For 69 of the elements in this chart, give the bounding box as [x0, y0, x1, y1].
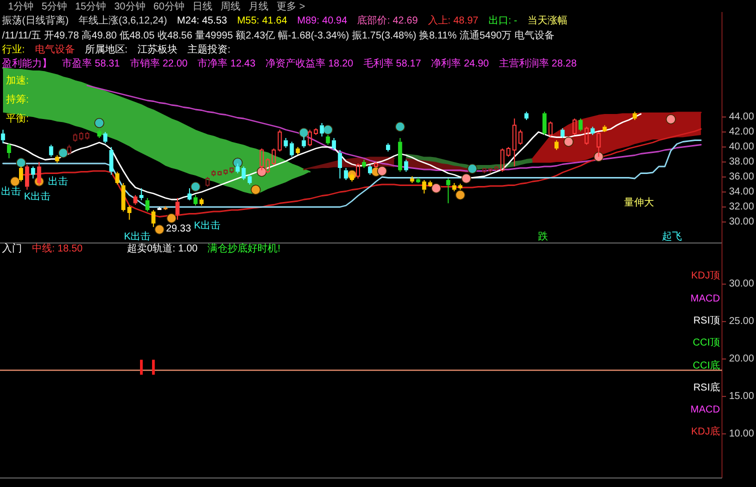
annotation: 毛利率 58.17: [363, 58, 422, 70]
annotation: 出击: [1, 186, 21, 198]
annotation: 15分钟: [75, 2, 106, 12]
annotation: MACD: [690, 294, 720, 304]
annotation: 入上: 48.97: [428, 16, 478, 26]
y-tick-label: 32.00: [729, 202, 754, 212]
y-tick-label: 25.00: [729, 316, 754, 328]
annotation: 5分钟: [42, 2, 68, 12]
annotation: 跌: [538, 232, 548, 242]
annotation: /11/11/五 开49.78 高49.80 低48.05 收48.56 量49995 额2.43亿 幅-1.68(-3.34%) 振1.75(3.48%) 换8.11% 流通5490万 电气设备: [2, 30, 554, 42]
annotation: 出击: [48, 176, 68, 188]
y-tick-label: 40.00: [729, 142, 754, 152]
annotation: KDJ底: [691, 426, 720, 438]
annotation: 出口: -: [488, 16, 518, 26]
annotation: 市销率 22.00: [130, 58, 188, 70]
annotation: 底部价: 42.69: [357, 16, 418, 26]
annotation: K出击: [124, 232, 151, 242]
annotation: M24: 45.53: [177, 16, 228, 26]
y-tick-label: 44.00: [729, 112, 754, 122]
annotation: 当天涨幅: [527, 16, 568, 26]
annotation: 行业:: [2, 44, 25, 56]
annotation: 市盈率 58.31: [62, 58, 120, 70]
annotation: 量伸大: [624, 198, 654, 208]
annotation: 所属地区:: [84, 44, 128, 56]
annotation: 中线: 18.50: [32, 244, 83, 254]
annotation: 起飞: [662, 232, 682, 242]
annotation: 1分钟: [8, 2, 34, 12]
y-tick-label: 20.00: [729, 354, 754, 364]
annotation: 电气设备: [34, 44, 75, 56]
annotation: K出击: [24, 192, 51, 202]
annotation: 盈利能力】: [2, 58, 52, 70]
annotation: 净利率 24.90: [431, 58, 489, 70]
annotation: 主题投资:: [188, 44, 230, 56]
annotation: 年线上涨(3,6,12,24): [78, 16, 168, 26]
y-tick-label: 10.00: [729, 428, 754, 440]
annotation: RSI底: [693, 382, 720, 394]
annotation: M55: 41.64: [237, 16, 288, 26]
y-tick-label: 36.00: [729, 172, 754, 182]
annotation: M89: 40.94: [297, 16, 348, 26]
annotation: 29.33: [166, 224, 192, 234]
annotation: 市净率 12.43: [198, 58, 256, 70]
annotation: 超卖0轨道: 1.00: [127, 244, 198, 254]
annotation: MACD: [690, 404, 720, 416]
annotation: 满仓抄底好时机!: [208, 244, 280, 254]
annotation: 平衡:: [6, 114, 29, 124]
annotation: RSI顶: [693, 316, 720, 326]
annotation: 振荡(日线背离): [2, 16, 69, 26]
annotation: 日线: [192, 2, 212, 12]
annotation: 江苏板块: [138, 44, 178, 56]
annotation: CCI顶: [692, 338, 720, 348]
annotation: 60分钟: [153, 2, 184, 12]
annotation: 更多 >: [276, 2, 306, 12]
annotation: 月线: [248, 2, 268, 12]
y-tick-label: 42.00: [729, 126, 754, 138]
annotation: 持筹:: [6, 94, 29, 106]
annotation: 主营利润率 28.28: [498, 58, 577, 70]
y-tick-label: 30.00: [729, 216, 754, 228]
y-tick-label: 38.00: [729, 156, 754, 168]
annotation: KDJ顶: [691, 270, 720, 282]
annotation: K出击: [194, 220, 221, 232]
y-tick-label: 34.00: [729, 186, 754, 198]
y-tick-label: 15.00: [729, 390, 754, 402]
annotation: 30分钟: [114, 2, 146, 12]
annotation: 净资产收益率 18.20: [265, 58, 354, 70]
annotation: 周线: [220, 2, 240, 12]
annotation: 入门: [2, 244, 22, 254]
annotation: CCI底: [692, 360, 720, 372]
y-tick-label: 30.00: [729, 278, 754, 290]
annotation: 加速:: [6, 76, 29, 86]
